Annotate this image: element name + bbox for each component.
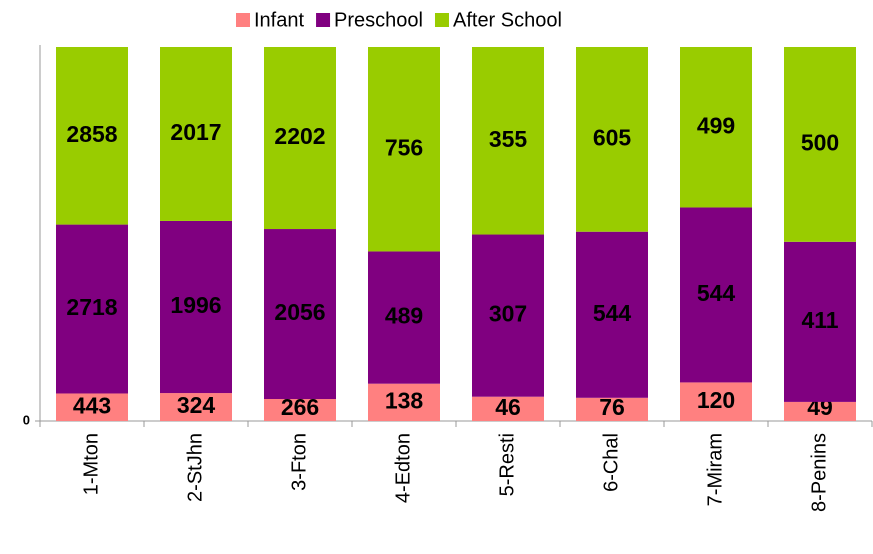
bar-segment bbox=[576, 47, 648, 232]
x-tick-label: 7-Miram bbox=[704, 433, 726, 506]
data-label: 1996 bbox=[170, 292, 221, 318]
legend-label: Infant bbox=[254, 9, 304, 31]
data-label: 2858 bbox=[66, 121, 117, 147]
bar-segment bbox=[472, 234, 544, 397]
x-tick-label: 6-Chal bbox=[600, 433, 622, 492]
data-label: 544 bbox=[697, 280, 736, 306]
data-label: 324 bbox=[177, 392, 216, 418]
bar-segment bbox=[56, 224, 128, 394]
data-label: 307 bbox=[489, 301, 527, 327]
data-label: 138 bbox=[385, 387, 424, 413]
bar-segment bbox=[576, 231, 648, 398]
bar-segment bbox=[784, 241, 856, 402]
x-tick-label: 4-Edton bbox=[392, 433, 414, 503]
bar-segment bbox=[680, 207, 752, 383]
data-label: 355 bbox=[489, 126, 528, 152]
data-label: 76 bbox=[599, 394, 625, 420]
bar-segment bbox=[368, 47, 440, 252]
bar-segment bbox=[160, 47, 232, 221]
data-label: 443 bbox=[73, 392, 111, 418]
bar-segment bbox=[680, 47, 752, 208]
x-tick-label: 5-Resti bbox=[496, 433, 518, 496]
data-label: 544 bbox=[593, 300, 632, 326]
bar-segment bbox=[264, 47, 336, 230]
bar-segment bbox=[160, 393, 232, 421]
bar-segment bbox=[264, 399, 336, 421]
data-label: 120 bbox=[697, 387, 735, 413]
bar-segment bbox=[680, 382, 752, 421]
data-label: 605 bbox=[593, 124, 632, 150]
bar-segment bbox=[56, 393, 128, 421]
bar-segment bbox=[368, 251, 440, 384]
legend: Infant Preschool After School bbox=[236, 9, 562, 31]
bar-segment bbox=[784, 47, 856, 242]
legend-label: After School bbox=[453, 9, 562, 31]
bar-segment bbox=[264, 229, 336, 400]
data-label: 46 bbox=[495, 394, 521, 420]
data-label: 499 bbox=[697, 112, 735, 138]
bar-segment bbox=[368, 383, 440, 421]
data-label: 411 bbox=[801, 307, 838, 333]
x-tick-label: 8-Penins bbox=[808, 433, 830, 512]
legend-swatch bbox=[236, 13, 250, 27]
data-label: 2017 bbox=[170, 119, 221, 145]
data-label: 2202 bbox=[274, 123, 325, 149]
bar-segment bbox=[576, 397, 648, 421]
data-label: 489 bbox=[385, 303, 423, 329]
legend-label: Preschool bbox=[334, 9, 423, 31]
data-label: 2056 bbox=[274, 299, 325, 325]
bar-segment bbox=[472, 47, 544, 235]
data-label: 756 bbox=[385, 134, 423, 160]
x-tick-label: 3-Fton bbox=[288, 433, 310, 491]
x-tick-label: 1-Mton bbox=[80, 433, 102, 495]
bar-segment bbox=[472, 396, 544, 421]
bar-segment bbox=[56, 47, 128, 225]
bar-segment bbox=[784, 401, 856, 421]
data-label: 500 bbox=[801, 129, 839, 155]
y-tick-label: 0 bbox=[23, 412, 30, 427]
x-tick-label: 2-StJhn bbox=[184, 433, 206, 502]
legend-swatch bbox=[316, 13, 331, 27]
data-label: 2718 bbox=[66, 294, 117, 320]
bar-segment bbox=[160, 220, 232, 394]
legend-swatch bbox=[434, 13, 449, 27]
